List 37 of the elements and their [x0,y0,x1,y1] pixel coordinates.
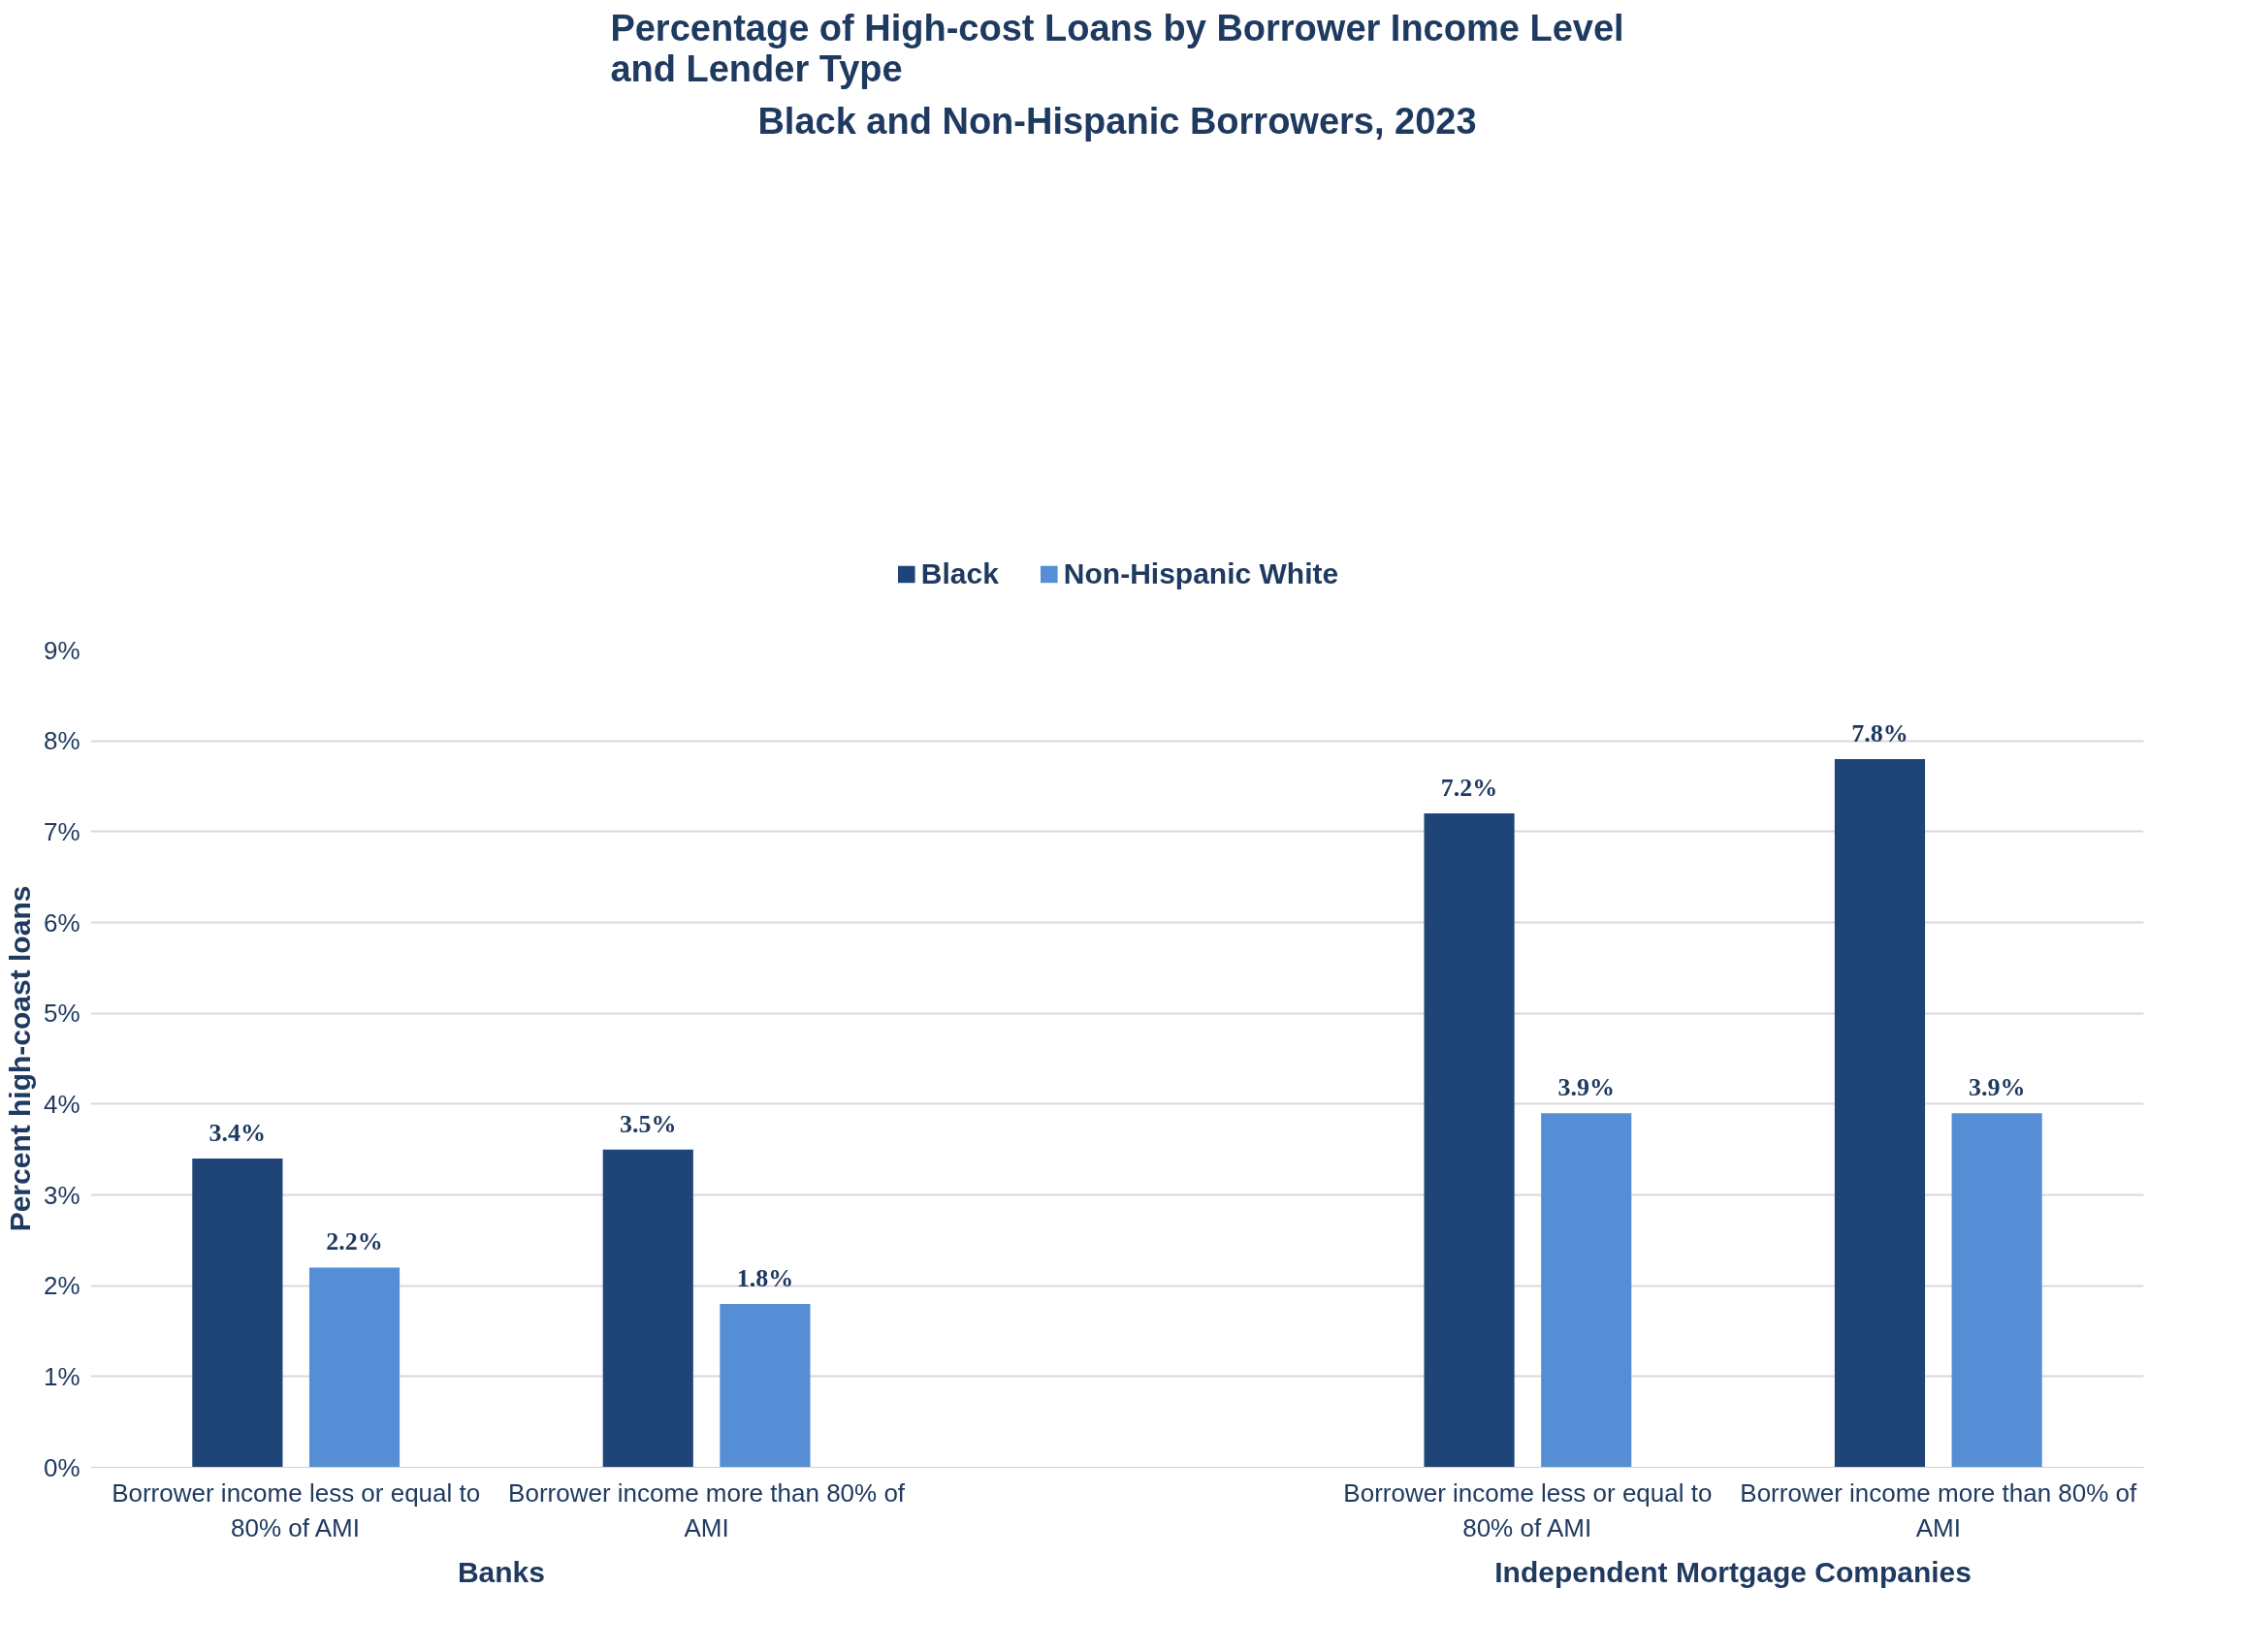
data-label: 3.5% [620,1109,677,1138]
text: Banks [457,1555,545,1588]
data-label: 7.8% [1851,718,1908,747]
chart-subtitle: Black and Non-Hispanic Borrowers, 2023 [757,100,1477,142]
data-label: 3.9% [1968,1073,2026,1102]
data-label: 3.4% [208,1119,267,1148]
bar [1834,758,1926,1468]
bar [1424,813,1515,1468]
bar [1541,1113,1632,1468]
bar [192,1159,283,1468]
data-label: 3.9% [1557,1073,1615,1102]
y-tick-label: 1% [43,1361,80,1391]
y-tick-label: 0% [43,1452,80,1482]
x-tick-label: Borrower income less or equal to 80% of AMI [112,1477,481,1542]
y-tick-label: 2% [43,1271,80,1301]
data-label: 2.2% [326,1227,383,1256]
bar [308,1267,401,1468]
legend-label: Non-Hispanic White [1063,557,1339,591]
bar [1951,1113,2042,1468]
x-tick-label: Borrower income more than 80% of AMI [1740,1477,2138,1542]
y-tick-label: 4% [43,1089,80,1119]
data-label: 7.2% [1440,774,1498,803]
x-tick-label: Borrower income less or equal to 80% of AMI [1343,1477,1713,1542]
y-tick-label: 8% [43,726,80,756]
bar [602,1149,693,1468]
data-label: 1.8% [736,1263,794,1292]
text: Independent Mortgage Companies [1494,1555,1972,1588]
y-axis-title: Percent high-coast loans [3,885,36,1232]
chart-title: Percentage of High-cost Loans by Borrower Income Level and Lender Type [610,7,1624,89]
y-tick-label: 6% [43,907,80,937]
y-tick-label: 7% [43,816,80,846]
y-tick-label: 9% [43,635,80,665]
y-tick-label: 3% [43,1180,80,1210]
bar [720,1303,811,1468]
y-tick-label: 5% [43,999,80,1029]
x-tick-label: Borrower income more than 80% of AMI [508,1477,906,1542]
legend-label: Black [920,557,999,591]
